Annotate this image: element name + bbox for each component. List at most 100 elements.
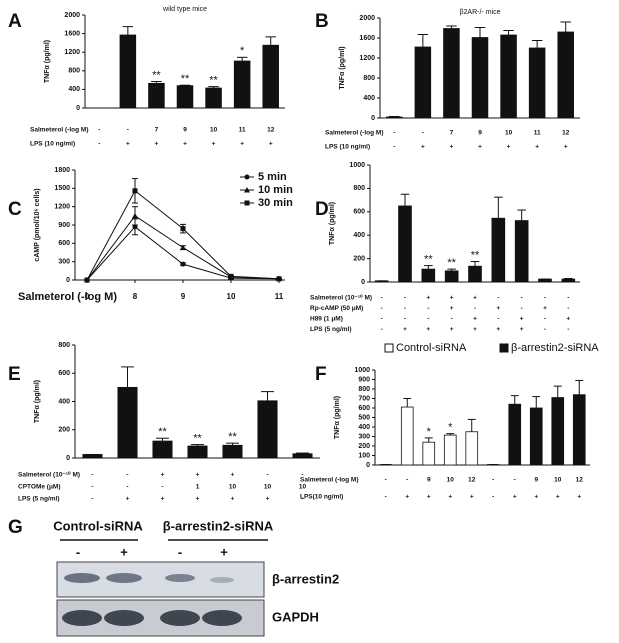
bar xyxy=(205,87,222,109)
condition-value: + xyxy=(126,496,130,503)
condition-value: - xyxy=(427,305,429,312)
significance: ** xyxy=(209,75,218,87)
legend-marker xyxy=(244,200,250,206)
condition-value: - xyxy=(126,472,128,479)
bar xyxy=(443,434,457,466)
condition-value: + xyxy=(405,494,409,501)
significance: ** xyxy=(158,426,167,438)
y-tick-label: 900 xyxy=(58,222,70,229)
condition-value: - xyxy=(427,316,429,323)
y-tick-label: 600 xyxy=(353,209,365,216)
x-tick-label: 10 xyxy=(227,292,236,301)
condition-value: + xyxy=(566,316,570,323)
y-tick-label: 200 xyxy=(358,443,370,450)
y-tick-label: 0 xyxy=(366,462,370,469)
condition-value: - xyxy=(422,130,424,137)
bar xyxy=(468,265,482,283)
condition-value: + xyxy=(450,326,454,333)
condition-value: 12 xyxy=(267,127,275,134)
condition-value: - xyxy=(544,326,546,333)
bar xyxy=(528,47,546,119)
condition-value: + xyxy=(155,141,159,148)
bar xyxy=(222,444,243,459)
condition-value: + xyxy=(426,295,430,302)
condition-value: - xyxy=(381,305,383,312)
condition-value: + xyxy=(496,326,500,333)
bar xyxy=(386,116,403,119)
condition-value: - xyxy=(381,326,383,333)
y-tick-label: 0 xyxy=(66,277,70,284)
bar xyxy=(262,44,279,109)
condition-value: - xyxy=(567,326,569,333)
bar xyxy=(514,220,529,283)
condition-value: - xyxy=(544,316,546,323)
condition-value: + xyxy=(564,144,568,151)
condition-value: + xyxy=(403,326,407,333)
bar xyxy=(414,46,432,119)
y-axis-label: TNFα (pg/ml) xyxy=(334,396,341,439)
y-tick-label: 0 xyxy=(66,455,70,462)
y-tick-label: 400 xyxy=(363,95,375,102)
blot-band xyxy=(165,574,195,582)
significance: ** xyxy=(424,254,433,266)
condition-value: 10 xyxy=(229,484,237,491)
bar xyxy=(119,34,137,109)
y-tick-label: 800 xyxy=(353,185,365,192)
lane-label: + xyxy=(120,544,128,559)
blot-band xyxy=(106,573,142,583)
y-tick-label: 400 xyxy=(68,86,80,93)
y-axis-label: TNFα (pg/ml) xyxy=(44,40,51,83)
bar xyxy=(561,278,576,283)
condition-value: + xyxy=(513,494,517,501)
y-tick-label: 0 xyxy=(361,279,365,286)
x-tick-label: 11 xyxy=(275,292,284,301)
y-tick-label: 1200 xyxy=(64,49,80,56)
condition-value: + xyxy=(473,316,477,323)
condition-value: + xyxy=(577,494,581,501)
condition-value: + xyxy=(450,305,454,312)
condition-value: 10 xyxy=(210,127,218,134)
condition-value: - xyxy=(301,472,303,479)
condition-value: 10 xyxy=(447,477,455,484)
condition-value: + xyxy=(543,305,547,312)
condition-value: 7 xyxy=(155,127,159,134)
legend-label: 10 min xyxy=(258,184,293,196)
significance: * xyxy=(427,426,432,438)
significance: * xyxy=(240,45,245,57)
y-tick-label: 1000 xyxy=(354,367,370,374)
condition-label: Salmeterol (10⁻¹⁰ M) xyxy=(18,471,80,479)
condition-value: - xyxy=(497,295,499,302)
blot-band xyxy=(202,610,242,626)
condition-value: + xyxy=(470,494,474,501)
legend-label: Control-siRNA xyxy=(396,342,467,354)
condition-value: + xyxy=(507,144,511,151)
x-tick-label: 0 xyxy=(85,292,90,301)
marker xyxy=(84,277,90,283)
condition-value: - xyxy=(393,144,395,151)
condition-label: Salmeterol (-log M) xyxy=(30,127,89,134)
lane-label: - xyxy=(178,544,182,559)
legend-marker xyxy=(244,187,250,193)
y-tick-label: 1000 xyxy=(349,162,365,169)
bar xyxy=(421,268,436,283)
condition-value: - xyxy=(567,295,569,302)
condition-label: Rp-cAMP (50 μM) xyxy=(310,305,363,312)
condition-value: 12 xyxy=(576,477,584,484)
legend-swatch xyxy=(384,343,394,353)
panel-letter: A xyxy=(8,11,22,32)
condition-value: - xyxy=(404,305,406,312)
significance: ** xyxy=(152,69,161,81)
condition-value: 7 xyxy=(450,130,454,137)
y-tick-label: 400 xyxy=(358,424,370,431)
legend-label: 5 min xyxy=(258,171,287,183)
condition-value: + xyxy=(534,494,538,501)
chart-title: β2AR-/- mice xyxy=(460,9,501,16)
y-tick-label: 0 xyxy=(76,105,80,112)
bar xyxy=(551,397,565,466)
y-tick-label: 1200 xyxy=(359,55,375,62)
condition-value: 10 xyxy=(505,130,513,137)
condition-value: - xyxy=(301,496,303,503)
condition-value: 10 xyxy=(554,477,562,484)
y-tick-label: 800 xyxy=(58,342,70,349)
